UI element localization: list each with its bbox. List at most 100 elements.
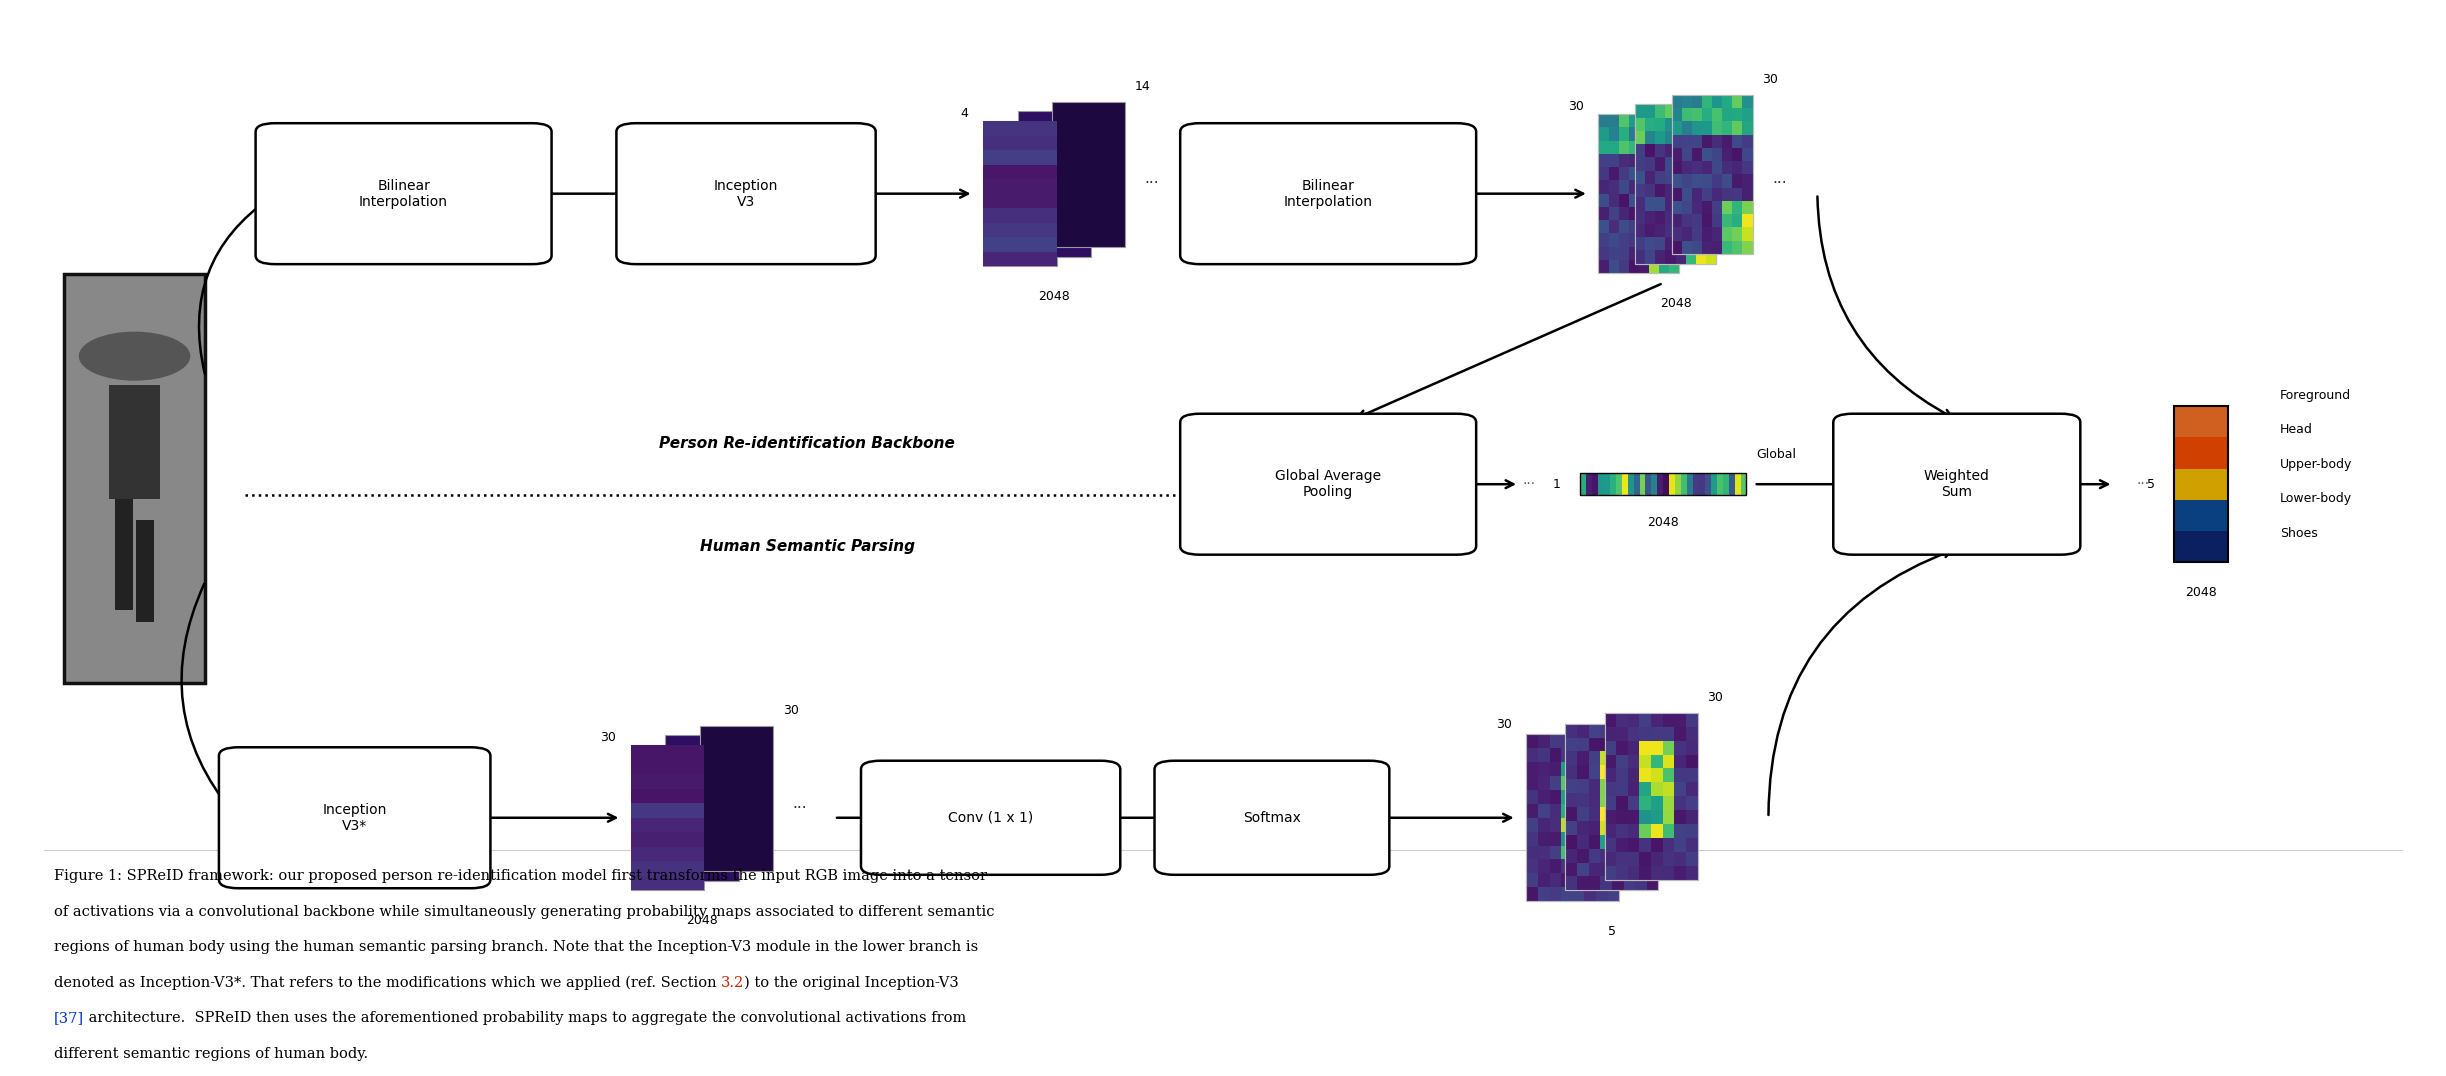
Bar [1573, 804, 1585, 818]
Text: [37]: [37] [54, 1011, 83, 1025]
Bar [1666, 104, 1676, 117]
Bar [1683, 174, 1693, 187]
Bar [1573, 734, 1585, 748]
Bar [1742, 134, 1754, 147]
Bar [1685, 104, 1695, 117]
Bar [1600, 141, 1609, 154]
Bar [1742, 214, 1754, 227]
Bar [1673, 838, 1685, 852]
Bar [1617, 796, 1629, 810]
Bar [1639, 167, 1649, 181]
Bar [1732, 241, 1742, 254]
Bar [1565, 835, 1578, 849]
Bar [1688, 473, 1693, 495]
Bar [1742, 241, 1754, 254]
Bar [1685, 197, 1695, 211]
Bar [1609, 194, 1619, 207]
Bar [1617, 824, 1629, 838]
Bar [1605, 740, 1617, 754]
Bar [1702, 161, 1712, 174]
Bar [1693, 161, 1702, 174]
Bar [1702, 201, 1712, 214]
Bar [1722, 201, 1732, 214]
Bar [1617, 712, 1629, 726]
Text: denoted as Inception-V3*. That refers to the modifications which we applied (ref: denoted as Inception-V3*. That refers to… [54, 976, 722, 990]
Bar [1585, 776, 1597, 790]
Text: 2048: 2048 [2187, 585, 2216, 599]
Bar [1619, 221, 1629, 233]
Bar [1617, 754, 1629, 768]
Bar [1702, 95, 1712, 108]
Bar [1702, 122, 1712, 134]
Bar [1636, 751, 1646, 765]
Bar [1561, 734, 1573, 748]
Bar [1624, 765, 1636, 779]
Bar [1742, 227, 1754, 241]
Text: 5: 5 [1607, 925, 1617, 938]
Bar [1639, 207, 1649, 221]
Bar [1526, 818, 1539, 832]
Text: Lower-body: Lower-body [2280, 492, 2351, 506]
Bar [1605, 838, 1617, 852]
Bar [1663, 824, 1676, 838]
Bar [1605, 866, 1617, 880]
Bar [1600, 863, 1612, 877]
Text: Inception
V3: Inception V3 [714, 179, 778, 209]
Bar [1646, 184, 1656, 197]
Bar [1646, 104, 1656, 117]
Bar [1624, 723, 1636, 737]
Bar [1685, 251, 1695, 264]
Bar [1673, 754, 1685, 768]
Bar [1742, 147, 1754, 161]
Bar [1595, 888, 1607, 902]
Bar [1612, 821, 1624, 835]
Bar [1629, 194, 1639, 207]
Bar [1600, 807, 1612, 821]
Bar [1561, 748, 1573, 762]
Bar [1658, 233, 1668, 246]
Bar [1663, 740, 1676, 754]
Bar [1617, 740, 1629, 754]
Text: 14: 14 [1135, 80, 1150, 94]
Bar [1526, 874, 1539, 888]
Bar [1636, 237, 1646, 251]
Bar [1561, 818, 1573, 832]
Bar [1605, 796, 1617, 810]
Bar [1607, 874, 1619, 888]
Bar [1578, 821, 1590, 835]
Bar [1605, 852, 1617, 866]
Bar [1673, 147, 1683, 161]
Bar [1590, 877, 1600, 891]
Bar [1636, 104, 1717, 264]
Bar [1609, 154, 1619, 167]
Bar [1539, 776, 1551, 790]
Bar [1561, 888, 1573, 902]
Bar [1561, 874, 1573, 888]
Bar [665, 736, 739, 880]
Bar [1673, 740, 1685, 754]
Bar [1668, 194, 1680, 207]
Bar [1607, 846, 1619, 860]
Bar [1673, 712, 1685, 726]
Bar [1695, 197, 1705, 211]
Bar [1590, 793, 1600, 807]
Bar [1578, 849, 1590, 863]
Bar [1605, 712, 1617, 726]
Bar [1702, 214, 1712, 227]
Bar [1658, 127, 1668, 141]
Bar [1673, 866, 1685, 880]
Bar [1666, 251, 1676, 264]
Bar [1565, 793, 1578, 807]
Bar [1685, 131, 1695, 144]
Bar [1636, 737, 1646, 751]
Bar [631, 876, 704, 891]
Bar [1673, 782, 1685, 796]
Bar [1646, 793, 1658, 807]
Bar [1693, 95, 1702, 108]
Bar [1649, 194, 1658, 207]
Bar [631, 833, 704, 847]
Bar [1683, 95, 1693, 108]
Bar [1685, 144, 1695, 157]
Bar [1595, 832, 1607, 846]
Bar [1595, 762, 1607, 776]
